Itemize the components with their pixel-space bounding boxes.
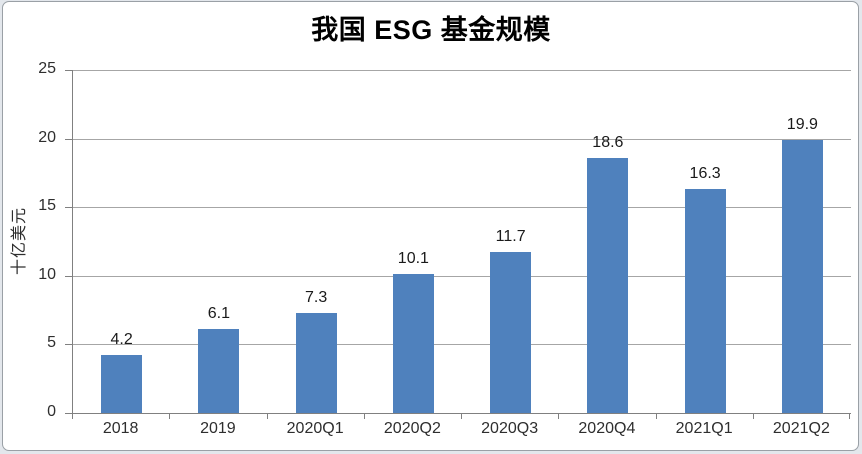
y-tick-label: 25 — [38, 60, 56, 77]
chart-title: 我国 ESG 基金规模 — [311, 15, 551, 45]
y-tick-label: 15 — [38, 197, 56, 215]
y-tick-label: 0 — [47, 403, 56, 420]
x-tick-mark — [656, 414, 657, 419]
bar — [587, 157, 629, 413]
bar — [781, 139, 823, 413]
x-tick-mark — [267, 414, 268, 419]
y-tick-label: 10 — [38, 265, 56, 283]
x-tick-mark — [169, 414, 170, 419]
y-tick-label: 20 — [38, 128, 56, 146]
x-axis-label: 2020Q3 — [481, 420, 539, 437]
y-tick-mark — [65, 70, 72, 71]
x-axis-label: 2020Q2 — [383, 420, 441, 437]
bar — [295, 312, 337, 413]
x-axis-label: 2019 — [200, 420, 236, 437]
bar-value-label: 7.3 — [305, 288, 328, 306]
bar-value-label: 16.3 — [689, 165, 721, 183]
bar-value-label: 11.7 — [495, 228, 526, 246]
x-axis-label: 2021Q2 — [772, 420, 830, 437]
x-tick-mark — [72, 414, 73, 419]
gridline — [73, 275, 851, 277]
x-axis-label: 2018 — [102, 420, 139, 437]
gridline — [73, 70, 851, 71]
y-tick-label: 5 — [47, 334, 56, 352]
gridline — [73, 138, 851, 140]
bar — [198, 329, 240, 413]
x-axis-label: 2020Q1 — [286, 420, 344, 437]
bar-value-label: 4.2 — [110, 331, 133, 349]
bar — [392, 274, 434, 413]
y-tick-mark — [65, 413, 72, 414]
y-tick-mark — [65, 344, 72, 346]
bar — [490, 252, 532, 413]
x-axis-label: 2020Q4 — [578, 420, 636, 437]
gridline — [73, 207, 851, 209]
y-axis-title: 十亿美元 — [11, 206, 28, 276]
bar-value-label: 19.9 — [786, 115, 818, 133]
bar-value-label: 6.1 — [207, 305, 230, 323]
bar — [684, 189, 726, 413]
x-tick-mark — [461, 414, 462, 419]
x-tick-mark — [364, 414, 365, 419]
bar-value-label: 10.1 — [397, 250, 429, 268]
x-tick-mark — [849, 414, 850, 419]
x-axis-label: 2021Q1 — [675, 420, 733, 437]
y-tick-mark — [65, 138, 72, 140]
gridline — [73, 344, 851, 346]
y-tick-mark — [65, 275, 72, 277]
x-tick-mark — [753, 414, 754, 419]
y-tick-mark — [65, 207, 72, 209]
plot-area: 4.2 6.1 7.3 10.1 11.7 18.6 16.3 19.9 — [72, 70, 851, 414]
bar-value-label: 18.6 — [592, 133, 624, 151]
x-tick-mark — [558, 414, 559, 419]
bar — [101, 355, 143, 413]
